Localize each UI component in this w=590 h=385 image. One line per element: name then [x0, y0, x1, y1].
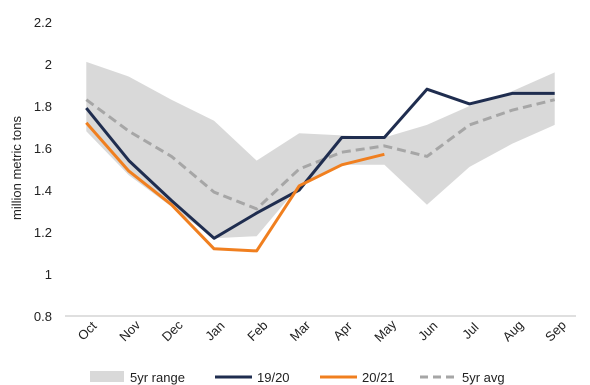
x-tick-label: Apr [330, 318, 355, 343]
x-tick-label: Jun [415, 318, 440, 343]
legend-swatch-range [90, 371, 124, 382]
series-line-20-21 [85, 121, 385, 253]
legend-label-5yr-avg: 5yr avg [462, 370, 505, 385]
legend: 5yr range 19/20 20/21 5yr avg [90, 370, 505, 385]
x-tick-label: May [371, 316, 399, 344]
x-tick-label: Nov [116, 317, 143, 344]
y-tick-label: 1.6 [34, 141, 52, 156]
x-tick-label: Jul [459, 320, 481, 342]
plot-area [85, 61, 556, 253]
y-tick-label: 0.8 [34, 309, 52, 324]
y-tick-label: 1.2 [34, 225, 52, 240]
y-tick-label: 1 [45, 267, 52, 282]
x-tick-labels: Oct Nov Dec Jan Feb Mar Apr May Jun Jul Aug Sep [75, 316, 569, 344]
legend-label-19-20: 19/20 [257, 370, 290, 385]
legend-label-range: 5yr range [130, 370, 185, 385]
series-line-19-20 [85, 87, 555, 240]
y-tick-label: 1.8 [34, 99, 52, 114]
legend-label-20-21: 20/21 [362, 370, 395, 385]
x-tick-label: Jan [202, 318, 227, 343]
y-axis-label: million metric tons [9, 115, 24, 220]
x-tick-label: Dec [159, 317, 186, 344]
x-tick-label: Feb [244, 318, 270, 344]
y-tick-labels: 0.8 1 1.2 1.4 1.6 1.8 2 2.2 [34, 15, 52, 324]
y-tick-label: 1.4 [34, 183, 52, 198]
y-tick-label: 2.2 [34, 15, 52, 30]
x-tick-label: Sep [542, 317, 569, 344]
range-band [86, 61, 555, 239]
x-tick-label: Aug [499, 317, 526, 344]
x-tick-label: Oct [75, 318, 100, 343]
series-line-5yr-avg [85, 98, 556, 211]
y-tick-label: 2 [45, 57, 52, 72]
x-tick-label: Mar [287, 317, 314, 344]
